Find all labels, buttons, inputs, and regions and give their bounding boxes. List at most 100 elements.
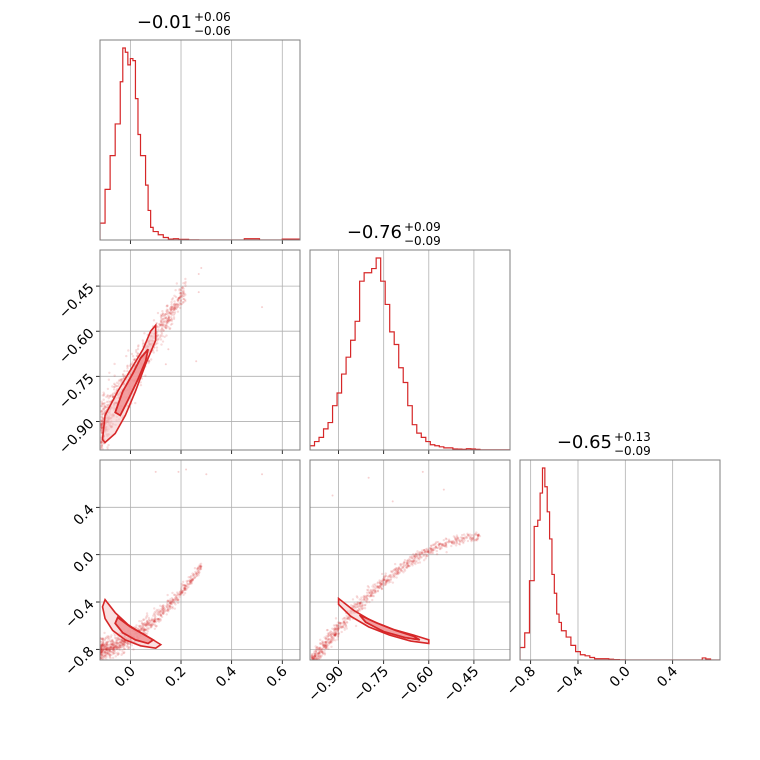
sample-point (167, 311, 170, 314)
sample-point (141, 622, 144, 625)
sample-point (112, 646, 115, 649)
sample-point (396, 567, 399, 570)
sample-point (167, 325, 170, 329)
sample-point (100, 422, 103, 426)
sample-point (161, 340, 165, 343)
sample-point (117, 641, 121, 645)
sample-point (406, 561, 409, 565)
sample-point (112, 645, 115, 648)
sample-point (100, 657, 104, 660)
sample-point (167, 317, 170, 320)
sample-point (393, 572, 397, 575)
sample-point (155, 331, 159, 334)
sample-point (170, 602, 174, 606)
sample-point (109, 656, 112, 660)
sample-point (104, 636, 108, 639)
scatter-panel-2-0 (96, 459, 301, 664)
sample-point (100, 644, 103, 648)
sample-point (182, 291, 185, 294)
sample-point (441, 543, 444, 546)
sample-point (397, 571, 400, 575)
histogram-panel-1: −0.76 +0.09−0.09 (309, 220, 511, 454)
sample-point (109, 635, 113, 639)
sample-point (105, 642, 108, 646)
sample-point (343, 616, 347, 620)
sample-point (383, 578, 386, 582)
sample-point (395, 568, 398, 571)
param-title-1: −0.76 +0.09−0.09 (347, 220, 441, 248)
sample-point (325, 640, 328, 643)
sample-point (450, 541, 454, 545)
sample-point (477, 533, 480, 537)
sample-point (155, 624, 158, 628)
sample-point (118, 641, 122, 644)
sample-point (108, 395, 112, 398)
sample-point (164, 320, 167, 323)
sample-point (457, 536, 460, 540)
sample-point (355, 595, 359, 598)
sample-point (198, 563, 202, 566)
sample-point (450, 540, 453, 544)
sample-point (109, 645, 112, 649)
sample-point (429, 548, 433, 551)
contour-inner (358, 614, 421, 641)
sample-point (310, 662, 312, 664)
sample-point (182, 294, 186, 298)
sample-point (173, 307, 177, 310)
sample-point (115, 641, 118, 645)
sample-point (470, 537, 474, 540)
sample-point (172, 597, 175, 601)
sample-point (160, 343, 163, 346)
sample-point (346, 616, 349, 620)
sample-point (470, 538, 474, 541)
sample-point (369, 594, 373, 598)
sample-point (389, 577, 392, 580)
sample-point (191, 578, 195, 581)
sample-point (104, 654, 107, 658)
sample-point (107, 652, 111, 656)
sample-point (366, 584, 370, 588)
sample-point (174, 303, 178, 307)
sample-point (313, 655, 316, 658)
sample-point (100, 444, 103, 448)
sample-point (183, 587, 187, 591)
sample-point (402, 561, 406, 564)
sample-point (178, 292, 182, 295)
sample-point (340, 626, 343, 629)
sample-point (170, 305, 173, 309)
sample-point (174, 288, 177, 292)
sample-point (171, 598, 175, 602)
sample-point (109, 642, 112, 646)
sample-point (162, 612, 165, 615)
param-title-value: −0.65 (557, 432, 612, 453)
sample-point (100, 643, 104, 646)
sample-point (157, 610, 160, 614)
sample-point (113, 391, 117, 394)
sample-point (162, 606, 165, 609)
sample-point (104, 642, 107, 646)
sample-point (331, 637, 334, 641)
sample-point (164, 317, 168, 320)
sample-point (411, 561, 414, 564)
sample-point (403, 561, 407, 564)
sample-point (141, 339, 144, 342)
sample-point (459, 536, 463, 539)
sample-point (165, 604, 168, 608)
sample-point (100, 419, 103, 423)
corner-panels: −0.01 +0.06−0.06−0.76 +0.09−0.09−0.65 +0.13… (56, 10, 721, 705)
sample-point (171, 322, 174, 325)
sample-point (182, 281, 185, 285)
sample-point (316, 652, 320, 656)
sample-point (168, 327, 171, 331)
sample-point (106, 647, 109, 650)
sample-point (150, 617, 154, 620)
sample-point (107, 651, 111, 655)
sample-point (100, 653, 103, 656)
sample-point (104, 406, 107, 409)
sample-point (172, 304, 175, 308)
sample-point (183, 586, 186, 590)
sample-point (181, 295, 184, 298)
sample-point (430, 547, 433, 550)
sample-point (169, 598, 172, 601)
sample-point (314, 662, 316, 664)
